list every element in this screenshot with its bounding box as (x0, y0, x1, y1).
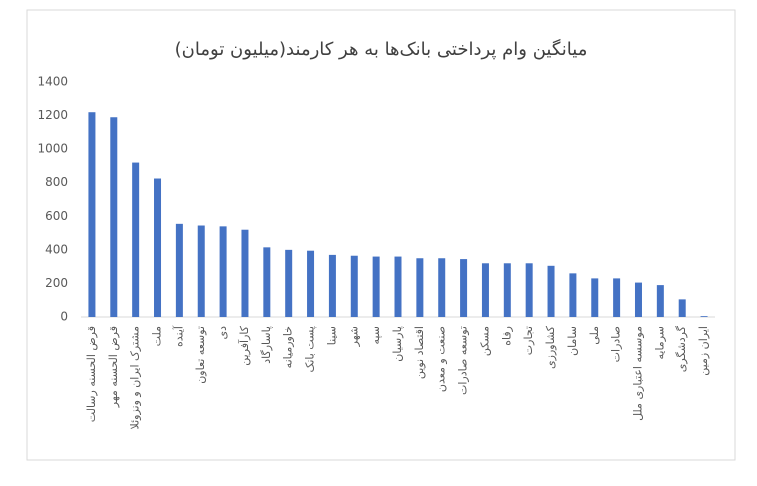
bar (547, 265, 555, 317)
x-tick-label: صادرات (610, 326, 623, 362)
bar (700, 316, 708, 317)
bar (416, 258, 424, 317)
bar (197, 225, 205, 317)
x-tick-label: اقتصاد نوین (413, 326, 426, 379)
bar (460, 259, 468, 317)
x-tick-label: رفاه (500, 326, 513, 346)
y-tick-label: 1200 (37, 108, 68, 122)
bar (569, 273, 577, 317)
x-tick-label: خاورمیانه (282, 326, 295, 368)
bar (350, 255, 358, 317)
bar (219, 226, 227, 317)
y-tick-label: 0 (60, 310, 68, 324)
x-tick-label: صنعت و معدن (435, 326, 448, 392)
bar (613, 278, 621, 317)
bar (307, 250, 315, 317)
x-tick-label: پست بانک (304, 326, 317, 373)
x-tick-label: قرض الحسنه مهر (107, 326, 120, 408)
x-tick-label: کارآفرین (237, 325, 251, 365)
x-tick-label: کشاورزی (544, 325, 557, 369)
bar (525, 263, 533, 317)
x-tick-label: شهر (347, 326, 360, 347)
x-tick-label: گردشگری (675, 325, 688, 372)
bar (154, 178, 162, 317)
bar (132, 162, 140, 317)
bar (503, 263, 511, 317)
bar (175, 223, 183, 317)
bar (88, 112, 96, 317)
x-tick-label: مسکن (478, 326, 491, 356)
chart-frame (26, 9, 736, 461)
x-tick-label: دی (216, 326, 229, 340)
bar (591, 278, 599, 317)
bar (372, 256, 380, 317)
x-tick-label: ملی (588, 326, 601, 345)
bar (328, 254, 336, 317)
y-tick-label: 1000 (37, 142, 68, 156)
y-tick-label: 1400 (37, 75, 68, 89)
x-tick-label: سپه (369, 326, 382, 344)
x-tick-label: سامان (566, 326, 579, 356)
x-tick-label: پارسیان (391, 326, 404, 362)
y-tick-label: 800 (45, 175, 68, 189)
x-tick-label: تجارت (522, 326, 535, 355)
x-tick-label: مشترک ایران و ونزوئلا (129, 326, 142, 430)
bar (678, 299, 686, 317)
y-tick-label: 400 (45, 242, 68, 256)
bar (263, 247, 271, 317)
x-tick-label: قرض الحسنه رسالت (85, 326, 98, 422)
bar (285, 249, 293, 317)
y-tick-label: 200 (45, 276, 68, 290)
x-tick-label: پاسارگاد (260, 326, 273, 364)
x-tick-label: ایران زمین (697, 326, 710, 376)
bar (438, 258, 446, 317)
x-tick-label: سینا (325, 326, 338, 345)
x-tick-label: توسعه صادرات (457, 326, 470, 395)
bar (634, 282, 642, 317)
x-tick-label: سرمایه (653, 326, 666, 360)
bar (481, 263, 489, 317)
bar (241, 229, 249, 317)
chart-title: میانگین وام پرداختی بانک‌ها به هر کارمند… (175, 38, 588, 60)
y-tick-label: 600 (45, 209, 68, 223)
x-tick-label: توسعه تعاون (194, 326, 207, 384)
x-tick-label: موسسه اعتباری ملل (631, 326, 644, 421)
x-tick-label: ملت (151, 326, 164, 346)
bar (656, 285, 664, 317)
bar (394, 256, 402, 317)
x-tick-label: آینده (171, 325, 185, 347)
bar (110, 117, 118, 317)
